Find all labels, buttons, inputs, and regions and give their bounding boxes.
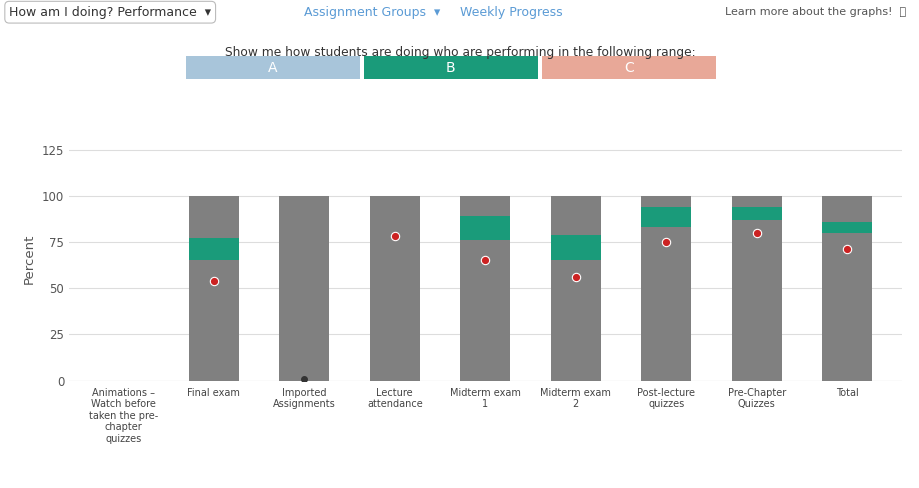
Bar — [641, 196, 690, 207]
Bar — [369, 196, 419, 381]
Bar — [188, 238, 238, 261]
Bar — [732, 196, 781, 207]
FancyBboxPatch shape — [363, 57, 538, 79]
Bar — [460, 196, 510, 216]
Text: A: A — [268, 61, 278, 75]
Text: Learn more about the graphs!  ⓘ: Learn more about the graphs! ⓘ — [724, 7, 905, 17]
Text: Weekly Progress: Weekly Progress — [460, 6, 562, 19]
Bar — [732, 220, 781, 381]
Bar — [822, 222, 871, 233]
Bar — [188, 196, 238, 238]
FancyBboxPatch shape — [541, 57, 715, 79]
Text: How am I doing? Performance  ▾: How am I doing? Performance ▾ — [9, 6, 211, 19]
Bar — [641, 227, 690, 381]
Y-axis label: Percent: Percent — [23, 233, 36, 284]
Bar — [641, 207, 690, 227]
Bar — [822, 196, 871, 222]
Bar — [550, 196, 600, 235]
Text: Assignment Groups  ▾: Assignment Groups ▾ — [303, 6, 439, 19]
Bar — [460, 240, 510, 381]
Bar — [550, 235, 600, 261]
FancyBboxPatch shape — [186, 57, 359, 79]
Bar — [822, 233, 871, 381]
Bar — [732, 207, 781, 220]
Bar — [550, 261, 600, 381]
Text: C: C — [623, 61, 633, 75]
Text: Show me how students are doing who are performing in the following range:: Show me how students are doing who are p… — [224, 46, 695, 60]
Text: B: B — [446, 61, 455, 75]
Bar — [279, 196, 329, 381]
Bar — [188, 261, 238, 381]
Bar — [460, 216, 510, 240]
